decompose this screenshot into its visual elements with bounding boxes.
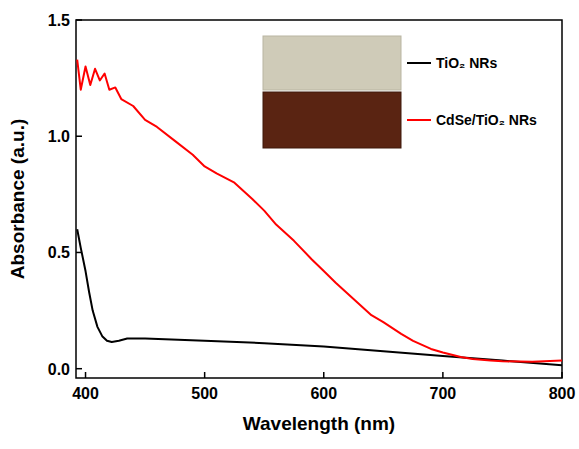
y-tick-label: 0.0 xyxy=(48,361,70,378)
x-tick xyxy=(85,372,87,378)
legend-label: TiO₂ NRs xyxy=(436,55,497,71)
inset-photo xyxy=(263,92,401,148)
y-tick xyxy=(76,135,82,137)
legend-label: CdSe/TiO₂ NRs xyxy=(436,112,537,128)
chart: 400 500 600 700 800 0.0 0.5 1.0 1.5 Wavelength (n… xyxy=(0,0,579,449)
series-line xyxy=(77,60,562,362)
series-line xyxy=(77,229,562,365)
x-tick xyxy=(204,372,206,378)
y-tick-label: 1.0 xyxy=(48,128,70,145)
inset-photo xyxy=(263,36,401,90)
y-axis-title: Absorbance (a.u.) xyxy=(7,119,28,279)
x-tick-label: 800 xyxy=(549,385,576,402)
x-axis-title: Wavelength (nm) xyxy=(243,413,395,434)
plot-frame xyxy=(76,20,562,378)
legend: TiO₂ NRs CdSe/TiO₂ NRs xyxy=(263,36,537,148)
series-group xyxy=(77,60,562,366)
y-tick-label: 0.5 xyxy=(48,244,70,261)
x-tick xyxy=(561,372,563,378)
x-tick xyxy=(323,372,325,378)
x-tick xyxy=(442,372,444,378)
y-tick xyxy=(76,19,82,21)
y-tick-label: 1.5 xyxy=(48,12,70,29)
legend-swatch xyxy=(407,62,431,64)
x-tick-label: 500 xyxy=(191,385,218,402)
x-tick-label: 600 xyxy=(310,385,337,402)
x-tick-label: 700 xyxy=(430,385,457,402)
legend-swatch xyxy=(407,119,431,121)
x-tick-label: 400 xyxy=(72,385,99,402)
y-tick xyxy=(76,368,82,370)
